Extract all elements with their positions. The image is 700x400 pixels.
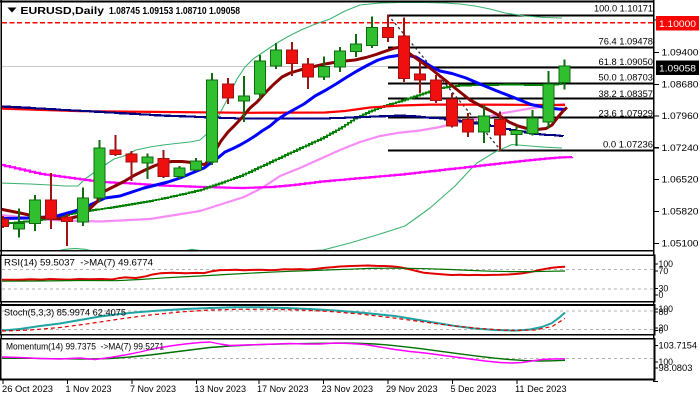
svg-text:17 Nov 2023: 17 Nov 2023 [257,384,309,395]
svg-text:5 Dec 2023: 5 Dec 2023 [451,384,497,395]
svg-text:61.8 1.09050: 61.8 1.09050 [599,57,654,68]
svg-text:23.6 1.07929: 23.6 1.07929 [599,109,654,120]
svg-text:RSI(14) 59.5037 ->MA(7) 49.67: RSI(14) 59.5037 ->MA(7) 49.6774 [4,258,153,269]
svg-text:70: 70 [659,266,669,277]
svg-text:0.0 1.07236: 0.0 1.07236 [603,140,653,151]
svg-text:Momentum(14) 99.7375 ->MA(7): Momentum(14) 99.7375 ->MA(7) 99.5271 [6,342,164,353]
svg-text:EURUSD,Daily: EURUSD,Daily [20,6,104,17]
svg-text:11 Dec 2023: 11 Dec 2023 [515,384,567,395]
svg-text:0: 0 [659,325,664,336]
svg-text:76.4 1.09478: 76.4 1.09478 [599,37,654,48]
svg-text:Stoch(5,3,3) 85.9974 62.4075: Stoch(5,3,3) 85.9974 62.4075 [4,308,126,319]
svg-text:98.0803: 98.0803 [659,363,693,374]
svg-text:1.06520: 1.06520 [662,175,699,186]
svg-text:100: 100 [659,357,674,368]
svg-text:30: 30 [659,284,669,295]
svg-text:7 Nov 2023: 7 Nov 2023 [130,384,176,395]
svg-text:103.7154: 103.7154 [659,341,698,352]
svg-text:1.08745 1.09153 1.08710 1.0905: 1.08745 1.09153 1.08710 1.09058 [109,6,240,17]
svg-text:100.0 1.10171: 100.0 1.10171 [594,4,653,15]
svg-text:23 Nov 2023: 23 Nov 2023 [322,384,374,395]
svg-text:100: 100 [659,304,674,315]
svg-text:50.0 1.08703: 50.0 1.08703 [599,73,654,84]
svg-text:1.09058: 1.09058 [659,64,696,75]
svg-text:1.07240: 1.07240 [662,143,699,154]
svg-text:29 Nov 2023: 29 Nov 2023 [386,384,438,395]
svg-text:100: 100 [659,259,674,270]
svg-text:38.2 1.08357: 38.2 1.08357 [599,89,654,100]
svg-text:26 Oct 2023: 26 Oct 2023 [2,384,53,395]
svg-text:1 Nov 2023: 1 Nov 2023 [66,384,112,395]
svg-text:20: 20 [659,323,669,334]
svg-text:1.05820: 1.05820 [662,207,699,218]
svg-text:0: 0 [659,290,664,301]
svg-text:1.10000: 1.10000 [659,19,696,30]
svg-text:80: 80 [659,307,669,318]
svg-text:13 Nov 2023: 13 Nov 2023 [195,384,247,395]
svg-text:1.09400: 1.09400 [662,48,699,59]
svg-text:1.07960: 1.07960 [662,111,699,122]
svg-text:1.08680: 1.08680 [662,80,699,91]
svg-text:1.05100: 1.05100 [662,239,699,250]
